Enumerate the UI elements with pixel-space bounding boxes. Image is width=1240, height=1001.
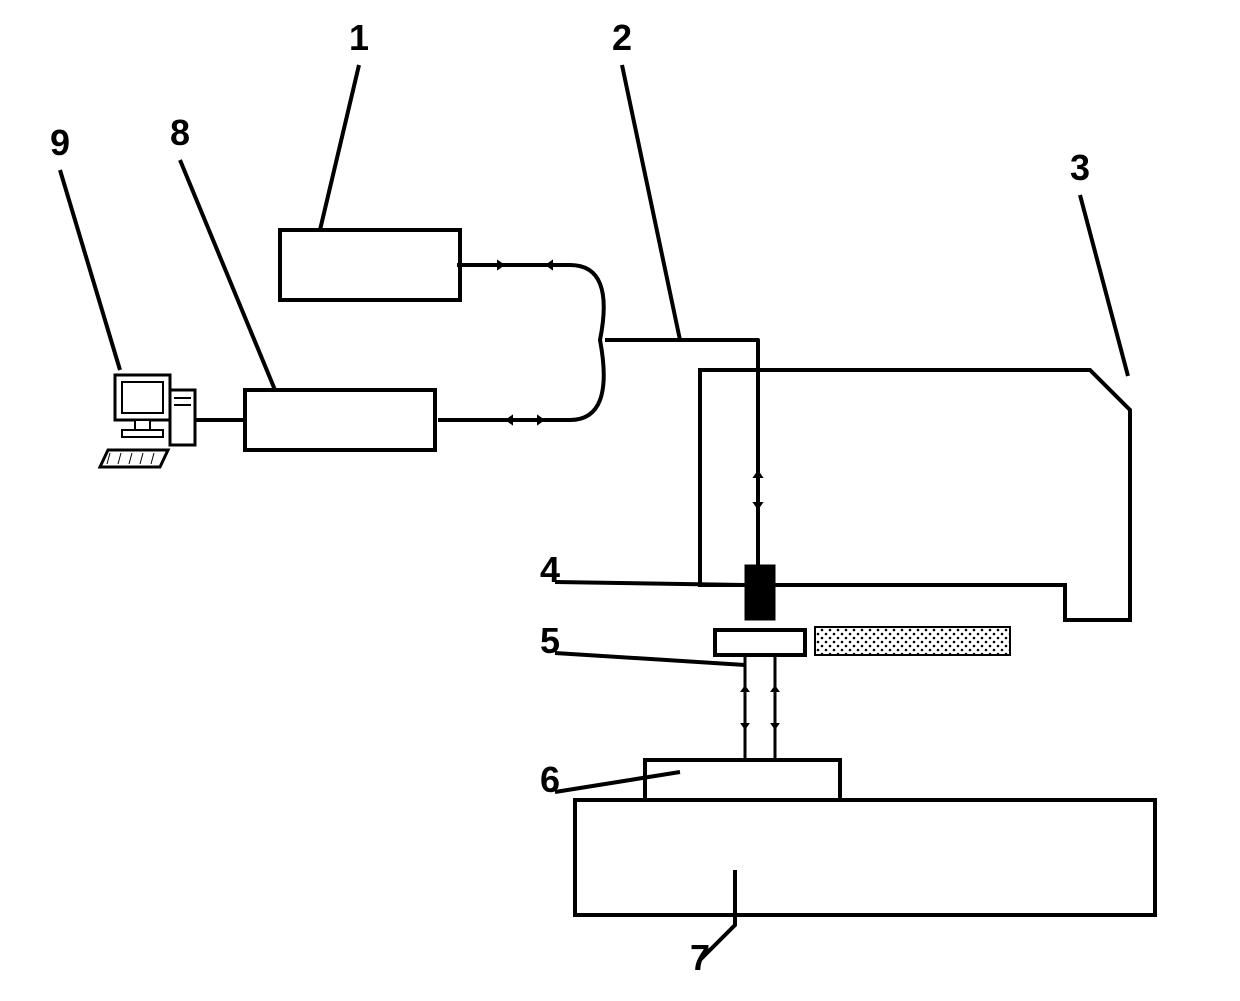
fiber-u-path	[438, 265, 604, 420]
probe-4	[745, 565, 775, 620]
label-2: 2	[612, 17, 632, 58]
window-5	[715, 630, 805, 655]
label-4: 4	[540, 549, 560, 590]
device-box-1	[280, 230, 460, 300]
label-6: 6	[540, 759, 560, 800]
label-7: 7	[690, 937, 710, 978]
label-5: 5	[540, 620, 560, 661]
base-block-7	[575, 800, 1155, 915]
leader-line-9	[60, 170, 120, 370]
leader-line-1	[320, 65, 359, 230]
plate-6	[645, 760, 840, 800]
leader-line-2	[622, 65, 680, 340]
dotted-strip	[815, 627, 1010, 655]
leader-line-3	[1080, 195, 1128, 376]
computer-icon	[100, 375, 195, 467]
label-9: 9	[50, 122, 70, 163]
label-8: 8	[170, 112, 190, 153]
leader-line-8	[180, 160, 275, 390]
device-box-8	[245, 390, 435, 450]
label-3: 3	[1070, 147, 1090, 188]
label-1: 1	[349, 17, 369, 58]
